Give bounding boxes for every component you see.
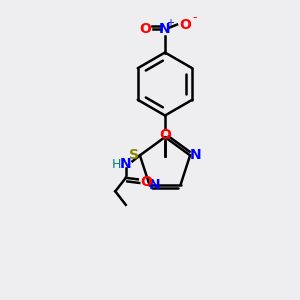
Text: O: O: [159, 128, 171, 142]
Text: S: S: [130, 148, 140, 162]
Text: +: +: [167, 17, 174, 28]
Text: O: O: [140, 175, 152, 189]
Text: N: N: [190, 148, 201, 162]
Text: N: N: [149, 178, 161, 192]
Text: O: O: [139, 22, 151, 36]
Text: N: N: [159, 22, 171, 36]
Text: H: H: [112, 158, 122, 171]
Text: N: N: [120, 157, 132, 171]
Text: -: -: [193, 11, 197, 25]
Text: O: O: [179, 18, 191, 32]
